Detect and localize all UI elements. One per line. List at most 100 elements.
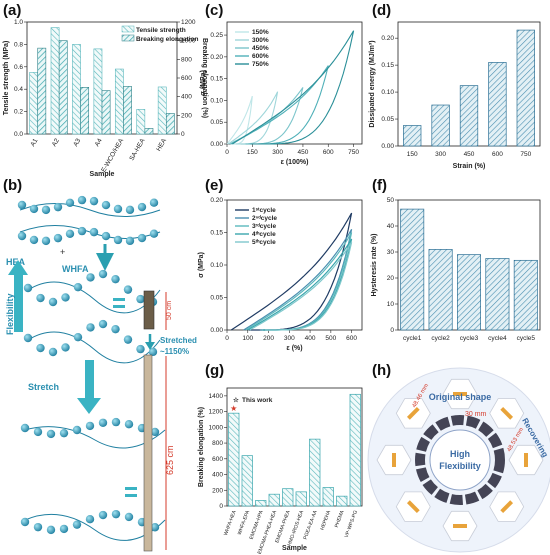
y-tick-label: 0.10: [210, 262, 223, 269]
y-tick-label: 600: [212, 456, 223, 463]
sample-strip: [500, 500, 514, 514]
color-ring: [415, 415, 505, 505]
legend-label: 750%: [252, 61, 269, 68]
bar: [428, 249, 453, 331]
legend-label: Breaking elongation: [136, 36, 199, 43]
legend-swatch: [121, 25, 135, 33]
bar-tensile: [93, 48, 103, 135]
molecule-sphere: [72, 520, 82, 529]
molecule-sphere: [113, 204, 123, 214]
equals-icon: [113, 298, 137, 497]
molecule-sphere: [33, 522, 43, 532]
highlight-star-icon: ★: [230, 404, 237, 413]
whfa-label: WHFA: [62, 264, 89, 274]
molecule-sphere: [125, 205, 135, 215]
y-tick-label: 0.05: [381, 116, 394, 123]
y-tick-label: 1200: [209, 409, 224, 416]
y-tick-label: 0.20: [381, 35, 394, 42]
stretched-percent-label: ~1150%: [160, 347, 189, 356]
y-tick-label: 400: [212, 472, 223, 479]
y-tick-label: 0.6: [14, 64, 23, 71]
sample-strip: [453, 524, 467, 528]
panel-label-g: (g): [205, 362, 225, 379]
molecule-sphere: [53, 202, 63, 212]
bar: [282, 488, 294, 507]
y-tick-label: 0.0: [14, 131, 23, 138]
molecule-sphere: [46, 429, 56, 439]
y-tick-label: 0.15: [381, 62, 394, 69]
x-tick-label: 450: [298, 149, 309, 156]
x-tick-label: WHFA-HEA: [223, 509, 238, 536]
center-label-1: High: [450, 449, 470, 459]
y-tick-label: 20: [387, 275, 395, 282]
bar-tensile: [72, 44, 81, 135]
panel-h-illustration: High Flexibility Original shape Recoveri…: [367, 367, 550, 553]
molecule-sphere: [85, 514, 95, 524]
x-tick-label: 600: [346, 335, 357, 342]
chart-a: 0.0 0.2 0.4 0.6 0.8 1.0 0 200 400 600 800 1000 1200 A…: [3, 19, 208, 178]
y-tick-label: 0.10: [210, 97, 223, 104]
y-tick-label: 0.05: [210, 295, 223, 302]
molecule-sphere: [33, 427, 43, 437]
x-tick-label: 150: [247, 149, 258, 156]
bar: [349, 393, 361, 507]
x-axis-label: ε (100%): [281, 159, 309, 166]
molecule-sphere: [41, 236, 51, 246]
y-axis-label: Dissipated energy (MJ/m³): [369, 40, 376, 127]
bar-tensile: [29, 72, 39, 135]
down-arrow-stretched-icon: [145, 342, 155, 350]
y-tick-label: 0: [219, 503, 223, 510]
y-tick-label: 1.0: [14, 19, 23, 26]
x-tick-label: 500: [325, 335, 336, 342]
x-tick-label: A2: [51, 137, 61, 148]
molecule-sphere: [136, 294, 145, 304]
bar: [255, 500, 267, 507]
x-tick-label: 300: [272, 149, 283, 156]
molecule-sphere: [77, 195, 87, 205]
bar: [336, 495, 348, 507]
bar: [459, 85, 479, 147]
bar-elongation: [101, 90, 111, 135]
x-tick-label: SA-HEA: [128, 137, 146, 162]
molecule-sphere: [77, 226, 87, 236]
y-tick-label: 1400: [209, 393, 224, 400]
chart-d: 0.00 0.05 0.10 0.15 0.20 150 300 450 600 750 Strai…: [369, 21, 541, 170]
molecule-sphere: [136, 344, 145, 354]
molecule-sphere: [29, 204, 39, 214]
legend-label: 150%: [252, 29, 269, 36]
y-tick-label: 0.05: [210, 119, 223, 126]
x-tick-label: cycle2: [431, 335, 450, 342]
y-tick-label: 0: [181, 131, 185, 138]
bar: [228, 412, 240, 507]
molecule-sphere: [86, 273, 95, 282]
molecule-sphere: [20, 423, 30, 433]
y-tick-label: 30: [387, 249, 395, 256]
molecule-sphere: [111, 324, 120, 334]
bar: [268, 493, 280, 507]
y-tick-label: 800: [181, 56, 192, 63]
y-tick-label: 0.4: [14, 86, 23, 93]
x-tick-label: WHFA-EPA: [237, 509, 252, 536]
molecule-sphere: [125, 236, 135, 246]
molecule-sphere: [86, 323, 95, 332]
hea-label: HEA: [6, 257, 26, 267]
y-tick-label: 1200: [181, 19, 196, 26]
dim-label-1: 30 mm: [465, 411, 487, 418]
legend-label: 5ᵗʰcycle: [252, 239, 276, 246]
chart-c: 0.00 0.05 0.10 0.15 0.20 0.25 0 150 300 450 600 750…: [200, 21, 363, 166]
hysteresis-curve: [226, 95, 253, 145]
x-tick-label: 750: [520, 151, 531, 158]
y-tick-label: 0.8: [14, 41, 23, 48]
bar-tensile: [114, 68, 124, 135]
y2-axis-label: Breaking elongation (%): [201, 38, 208, 118]
flexibility-arrow-icon: [14, 272, 23, 332]
x-tick-label: A4: [94, 137, 104, 148]
y-axis-label: Breaking elongation (%): [198, 407, 205, 487]
legend-label: 2ⁿᵈcycle: [252, 215, 277, 222]
molecule-sphere: [46, 525, 56, 535]
bar: [516, 29, 535, 147]
molecule-sphere: [23, 283, 33, 293]
molecule-sphere: [73, 332, 83, 342]
molecule-sphere: [149, 229, 159, 238]
panel-label-f: (f): [372, 177, 387, 194]
